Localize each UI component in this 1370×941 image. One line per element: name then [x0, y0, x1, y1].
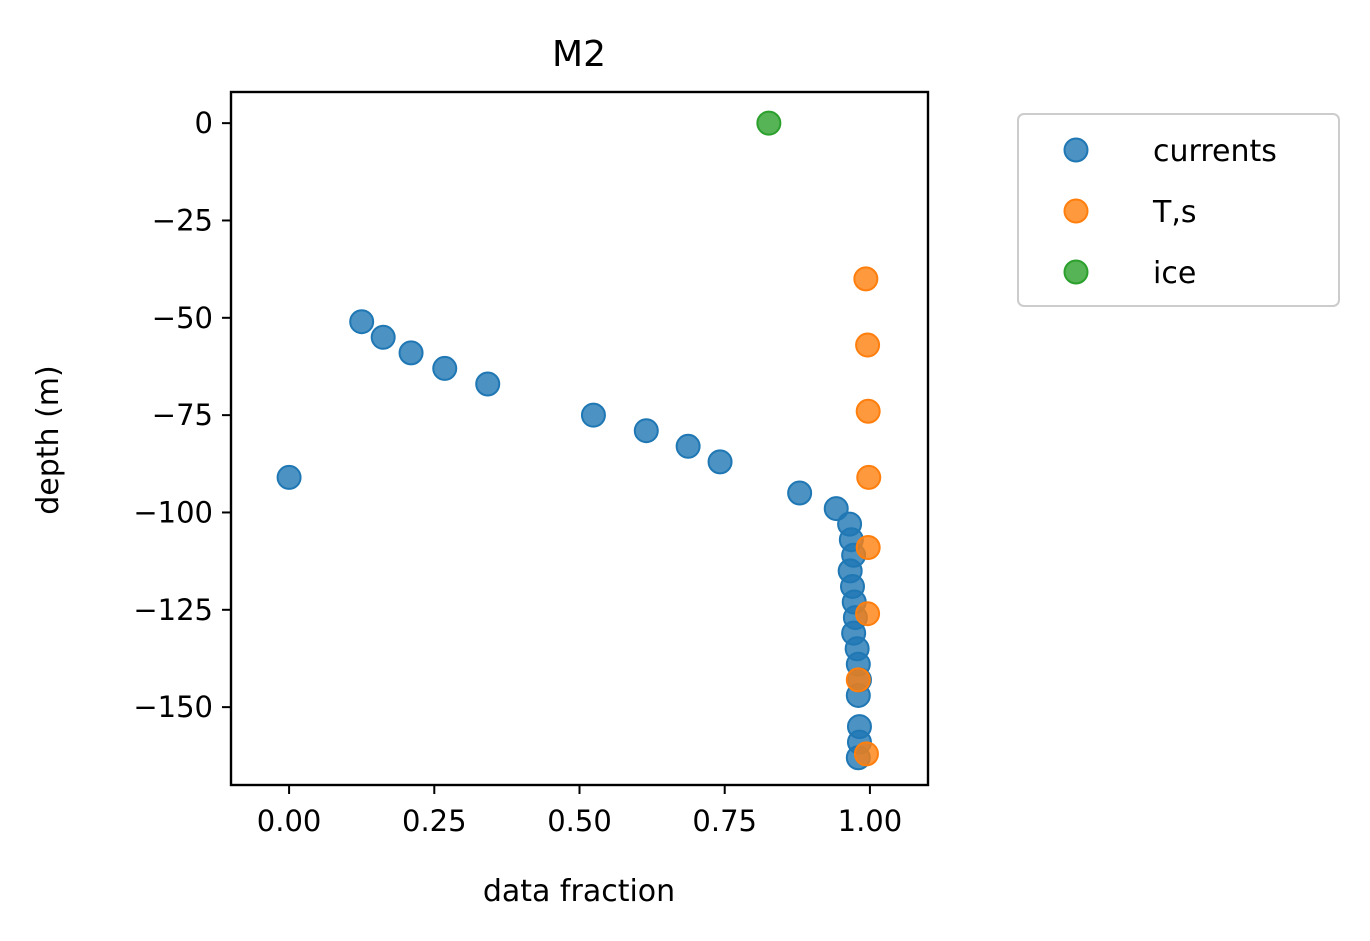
data-point — [855, 398, 881, 424]
y-tick-label: −75 — [152, 398, 213, 432]
data-point — [707, 449, 733, 475]
legend: currents T,s ice — [1017, 113, 1340, 307]
data-point — [855, 601, 881, 627]
x-tick-label: 0.25 — [402, 804, 467, 838]
data-point — [856, 464, 882, 490]
y-tick-label: 0 — [195, 106, 213, 140]
x-tick-label: 0.50 — [547, 804, 612, 838]
data-point — [475, 371, 501, 397]
chart-title: M2 — [552, 34, 606, 75]
y-tick-label: −100 — [133, 495, 213, 529]
x-tick-label: 0.75 — [692, 804, 757, 838]
data-point — [845, 667, 871, 693]
x-tick-label: 1.00 — [838, 804, 903, 838]
legend-marker — [1063, 259, 1089, 285]
legend-box — [1017, 113, 1340, 307]
legend-marker — [1063, 198, 1089, 224]
data-point — [787, 480, 813, 506]
data-point — [370, 324, 396, 350]
data-point — [580, 402, 606, 428]
y-tick-label: −50 — [152, 301, 213, 335]
y-tick-label: −125 — [133, 593, 213, 627]
data-point — [633, 418, 659, 444]
data-point — [855, 535, 881, 561]
series-ice — [756, 110, 782, 136]
plot-frame — [229, 90, 930, 787]
legend-marker — [1063, 137, 1089, 163]
data-point — [349, 309, 375, 335]
data-point — [853, 741, 879, 767]
data-point — [853, 266, 879, 292]
series-t-s — [845, 266, 882, 767]
legend-label: ice — [1153, 256, 1196, 291]
data-point — [398, 340, 424, 366]
y-axis: 0 −25 −50 −75 −100 −125 −150 — [133, 106, 231, 724]
data-point — [675, 433, 701, 459]
legend-label: currents — [1153, 134, 1277, 169]
y-tick-label: −25 — [152, 203, 213, 237]
data-point — [432, 355, 458, 381]
y-tick-label: −150 — [133, 690, 213, 724]
x-axis: 0.00 0.25 0.50 0.75 1.00 — [257, 785, 902, 838]
plot-area — [229, 90, 930, 787]
y-axis-label: depth (m) — [31, 365, 66, 515]
x-tick-label: 0.00 — [257, 804, 322, 838]
data-point — [756, 110, 782, 136]
legend-label: T,s — [1152, 195, 1197, 230]
data-point — [855, 332, 881, 358]
data-point — [276, 464, 302, 490]
series-currents — [276, 309, 872, 771]
x-axis-label: data fraction — [483, 874, 675, 909]
